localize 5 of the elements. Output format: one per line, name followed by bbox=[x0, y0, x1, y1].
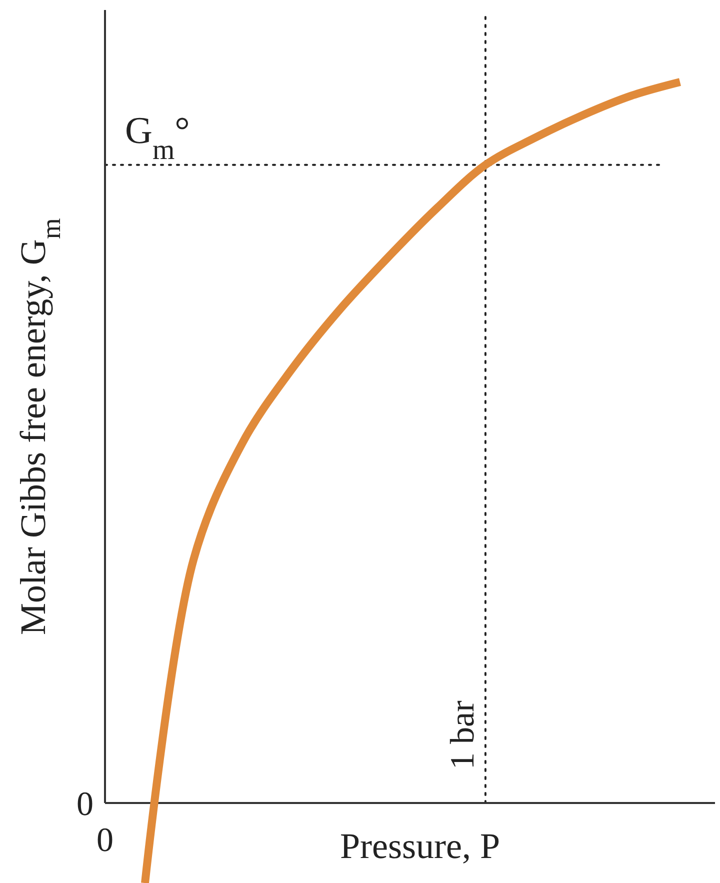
text: 0 bbox=[76, 786, 94, 823]
ref-line-label: G$_{m}$° bbox=[125, 110, 190, 166]
x-axis-title: Pressure, P bbox=[340, 826, 500, 866]
annotation: 0 bbox=[96, 822, 114, 859]
annotation: 1 bar bbox=[444, 700, 482, 770]
